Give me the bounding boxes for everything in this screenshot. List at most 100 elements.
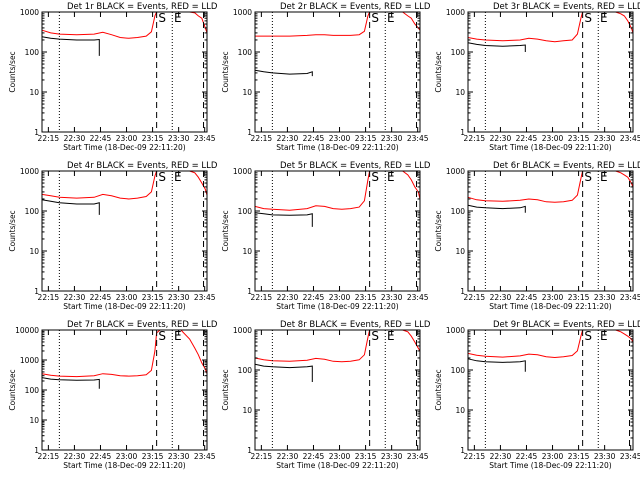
end-marker: E (387, 329, 395, 343)
y-tick-label: 1 (460, 287, 465, 296)
x-axis-label: Start Time (18-Dec-09 22:11:20) (63, 461, 185, 470)
end-marker: E (387, 11, 395, 25)
chart-title: Det 8r BLACK = Events, RED = LLD (280, 320, 431, 330)
x-tick-label: 23:30 (381, 134, 403, 143)
start-marker: S (158, 11, 166, 25)
plot-frame (254, 11, 421, 133)
x-tick-label: 23:00 (329, 293, 351, 302)
series-line-lld (467, 11, 634, 43)
x-tick-label: 22:30 (277, 293, 299, 302)
y-tick-label: 100 (25, 386, 40, 395)
y-tick-label: 1 (460, 128, 465, 137)
x-tick-label: 22:15 (251, 452, 273, 461)
x-tick-label: 23:00 (542, 293, 564, 302)
start-marker: S (158, 329, 166, 343)
y-tick-label: 1 (460, 446, 465, 455)
y-tick-label: 100 (25, 207, 40, 216)
y-tick-label: 100 (238, 48, 253, 57)
x-tick-label: 22:30 (64, 452, 86, 461)
y-tick-label: 1000 (446, 326, 465, 335)
y-tick-label: 10 (455, 88, 465, 97)
x-tick-label: 22:30 (64, 293, 86, 302)
y-tick-label: 100 (238, 207, 253, 216)
y-tick-label: 1000 (20, 167, 39, 176)
end-marker: E (387, 170, 395, 184)
series-line-events (41, 36, 100, 56)
y-tick-label: 1000 (233, 8, 252, 17)
end-marker: E (600, 11, 608, 25)
plot-frame (467, 170, 634, 292)
start-marker: S (371, 329, 379, 343)
x-tick-label: 22:30 (64, 134, 86, 143)
series-line-events (41, 377, 100, 389)
x-tick-label: 23:00 (542, 452, 564, 461)
y-tick-label: 10000 (15, 326, 39, 335)
x-tick-label: 22:15 (251, 293, 273, 302)
plot-frame (254, 170, 421, 292)
x-tick-label: 22:30 (490, 452, 512, 461)
series-line-events (467, 42, 526, 52)
x-tick-label: 22:15 (464, 293, 486, 302)
y-tick-label: 10 (455, 406, 465, 415)
y-tick-label: 100 (451, 207, 466, 216)
y-tick-label: 100 (25, 48, 40, 57)
x-tick-label: 23:15 (568, 293, 590, 302)
y-axis-label: Counts/sec (221, 210, 230, 251)
y-tick-label: 1 (247, 446, 252, 455)
start-marker: S (158, 170, 166, 184)
x-axis-label: Start Time (18-Dec-09 22:11:20) (276, 461, 398, 470)
x-tick-label: 22:15 (38, 134, 60, 143)
x-tick-label: 22:15 (464, 134, 486, 143)
y-tick-label: 1000 (446, 167, 465, 176)
start-marker: S (584, 329, 592, 343)
series-line-events (467, 204, 526, 213)
x-tick-label: 23:15 (355, 293, 377, 302)
y-tick-label: 10 (29, 88, 39, 97)
x-tick-label: 23:00 (116, 134, 138, 143)
x-tick-label: 23:45 (407, 293, 429, 302)
x-tick-label: 23:30 (168, 134, 190, 143)
x-tick-label: 22:30 (490, 293, 512, 302)
y-tick-label: 1000 (20, 8, 39, 17)
x-tick-label: 23:15 (355, 134, 377, 143)
y-tick-label: 100 (238, 366, 253, 375)
x-tick-label: 23:00 (116, 293, 138, 302)
end-marker: E (174, 329, 182, 343)
x-tick-label: 23:15 (355, 452, 377, 461)
series-line-events (254, 363, 313, 382)
x-tick-label: 22:45 (516, 452, 538, 461)
y-axis-label: Counts/sec (221, 369, 230, 410)
y-tick-label: 1 (34, 128, 39, 137)
x-tick-label: 22:45 (516, 293, 538, 302)
x-tick-label: 23:15 (568, 134, 590, 143)
plot-frame (467, 329, 634, 451)
series-line-lld (254, 170, 421, 211)
x-axis-label: Start Time (18-Dec-09 22:11:20) (63, 143, 185, 152)
y-tick-label: 10 (455, 247, 465, 256)
series-line-events (254, 69, 313, 77)
x-tick-label: 22:45 (90, 293, 112, 302)
y-axis-label: Counts/sec (8, 210, 17, 251)
x-tick-label: 23:45 (620, 293, 640, 302)
y-axis-label: Counts/sec (8, 369, 17, 410)
x-tick-label: 23:45 (194, 134, 216, 143)
x-tick-label: 22:45 (303, 452, 325, 461)
x-tick-label: 23:30 (594, 452, 616, 461)
x-tick-label: 23:00 (116, 452, 138, 461)
x-tick-label: 23:15 (142, 293, 164, 302)
start-marker: S (584, 11, 592, 25)
y-tick-label: 100 (451, 48, 466, 57)
end-marker: E (174, 170, 182, 184)
series-line-lld (255, 11, 421, 37)
series-line-lld (41, 329, 208, 378)
x-axis-label: Start Time (18-Dec-09 22:11:20) (276, 302, 398, 311)
x-tick-label: 23:00 (329, 134, 351, 143)
y-tick-label: 10 (242, 406, 252, 415)
